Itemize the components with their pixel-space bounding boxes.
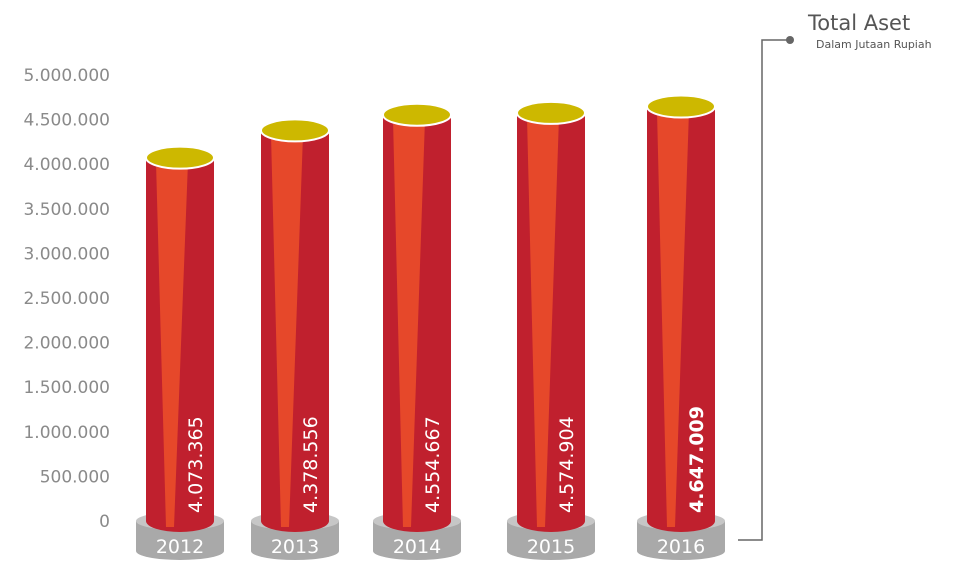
y-tick-label: 0: [99, 512, 110, 532]
bars: 4.073.36520124.378.55620134.554.66720144…: [136, 94, 725, 560]
y-axis: 0 500.000 1.000.000 1.500.000 2.000.000 2.500…: [23, 66, 110, 532]
bar-2016: 4.647.009 2016: [637, 94, 725, 560]
bar-highlight: [271, 134, 303, 527]
x-tick-label: 2015: [527, 536, 575, 558]
legend-title: Total Aset: [807, 11, 910, 35]
bar-highlight: [527, 116, 559, 527]
y-tick-label: 4.500.000: [23, 111, 110, 131]
y-tick-label: 2.000.000: [23, 334, 110, 354]
legend-subtitle: Dalam Jutaan Rupiah: [816, 38, 932, 51]
bar-base: [507, 521, 595, 560]
y-tick-label: 1.500.000: [23, 378, 110, 398]
bar-top: [260, 118, 330, 143]
bar-base: [373, 521, 461, 560]
y-tick-label: 2.500.000: [23, 289, 110, 309]
bar-top: [382, 102, 452, 127]
y-tick-label: 3.500.000: [23, 200, 110, 220]
bar-top: [145, 145, 215, 170]
y-tick-label: 5.000.000: [23, 66, 110, 86]
bar-highlight: [393, 118, 425, 528]
bar-top: [516, 100, 586, 125]
y-tick-label: 4.000.000: [23, 155, 110, 175]
legend-connector: [738, 39, 790, 541]
y-tick-label: 500.000: [40, 467, 110, 487]
x-tick-label: 2013: [271, 536, 319, 558]
bar-base: [136, 521, 224, 560]
bar-2013: 4.378.556 2013: [251, 118, 339, 560]
x-tick-label: 2012: [156, 536, 204, 558]
bar-2014: 4.554.667 2014: [373, 102, 461, 560]
bar-highlight: [657, 110, 689, 528]
bar-2012: 4.073.365 2012: [136, 145, 224, 560]
x-tick-label: 2016: [657, 536, 705, 558]
bar-base: [637, 521, 725, 560]
legend: Total Aset Dalam Jutaan Rupiah: [738, 11, 932, 541]
bar-highlight: [156, 161, 188, 528]
bar-value-label: 4.647.009: [686, 406, 708, 513]
bar-value-label: 4.073.365: [185, 416, 207, 513]
bar-base: [251, 521, 339, 560]
bar-top: [646, 94, 716, 119]
bar-2015: 4.574.904 2015: [507, 100, 595, 560]
y-tick-label: 1.000.000: [23, 423, 110, 443]
bar-value-label: 4.378.556: [300, 416, 322, 513]
bar-value-label: 4.574.904: [556, 416, 578, 513]
y-tick-label: 3.000.000: [23, 244, 110, 264]
legend-dot: [786, 36, 794, 44]
bar-value-label: 4.554.667: [422, 416, 444, 513]
x-tick-label: 2014: [393, 536, 441, 558]
